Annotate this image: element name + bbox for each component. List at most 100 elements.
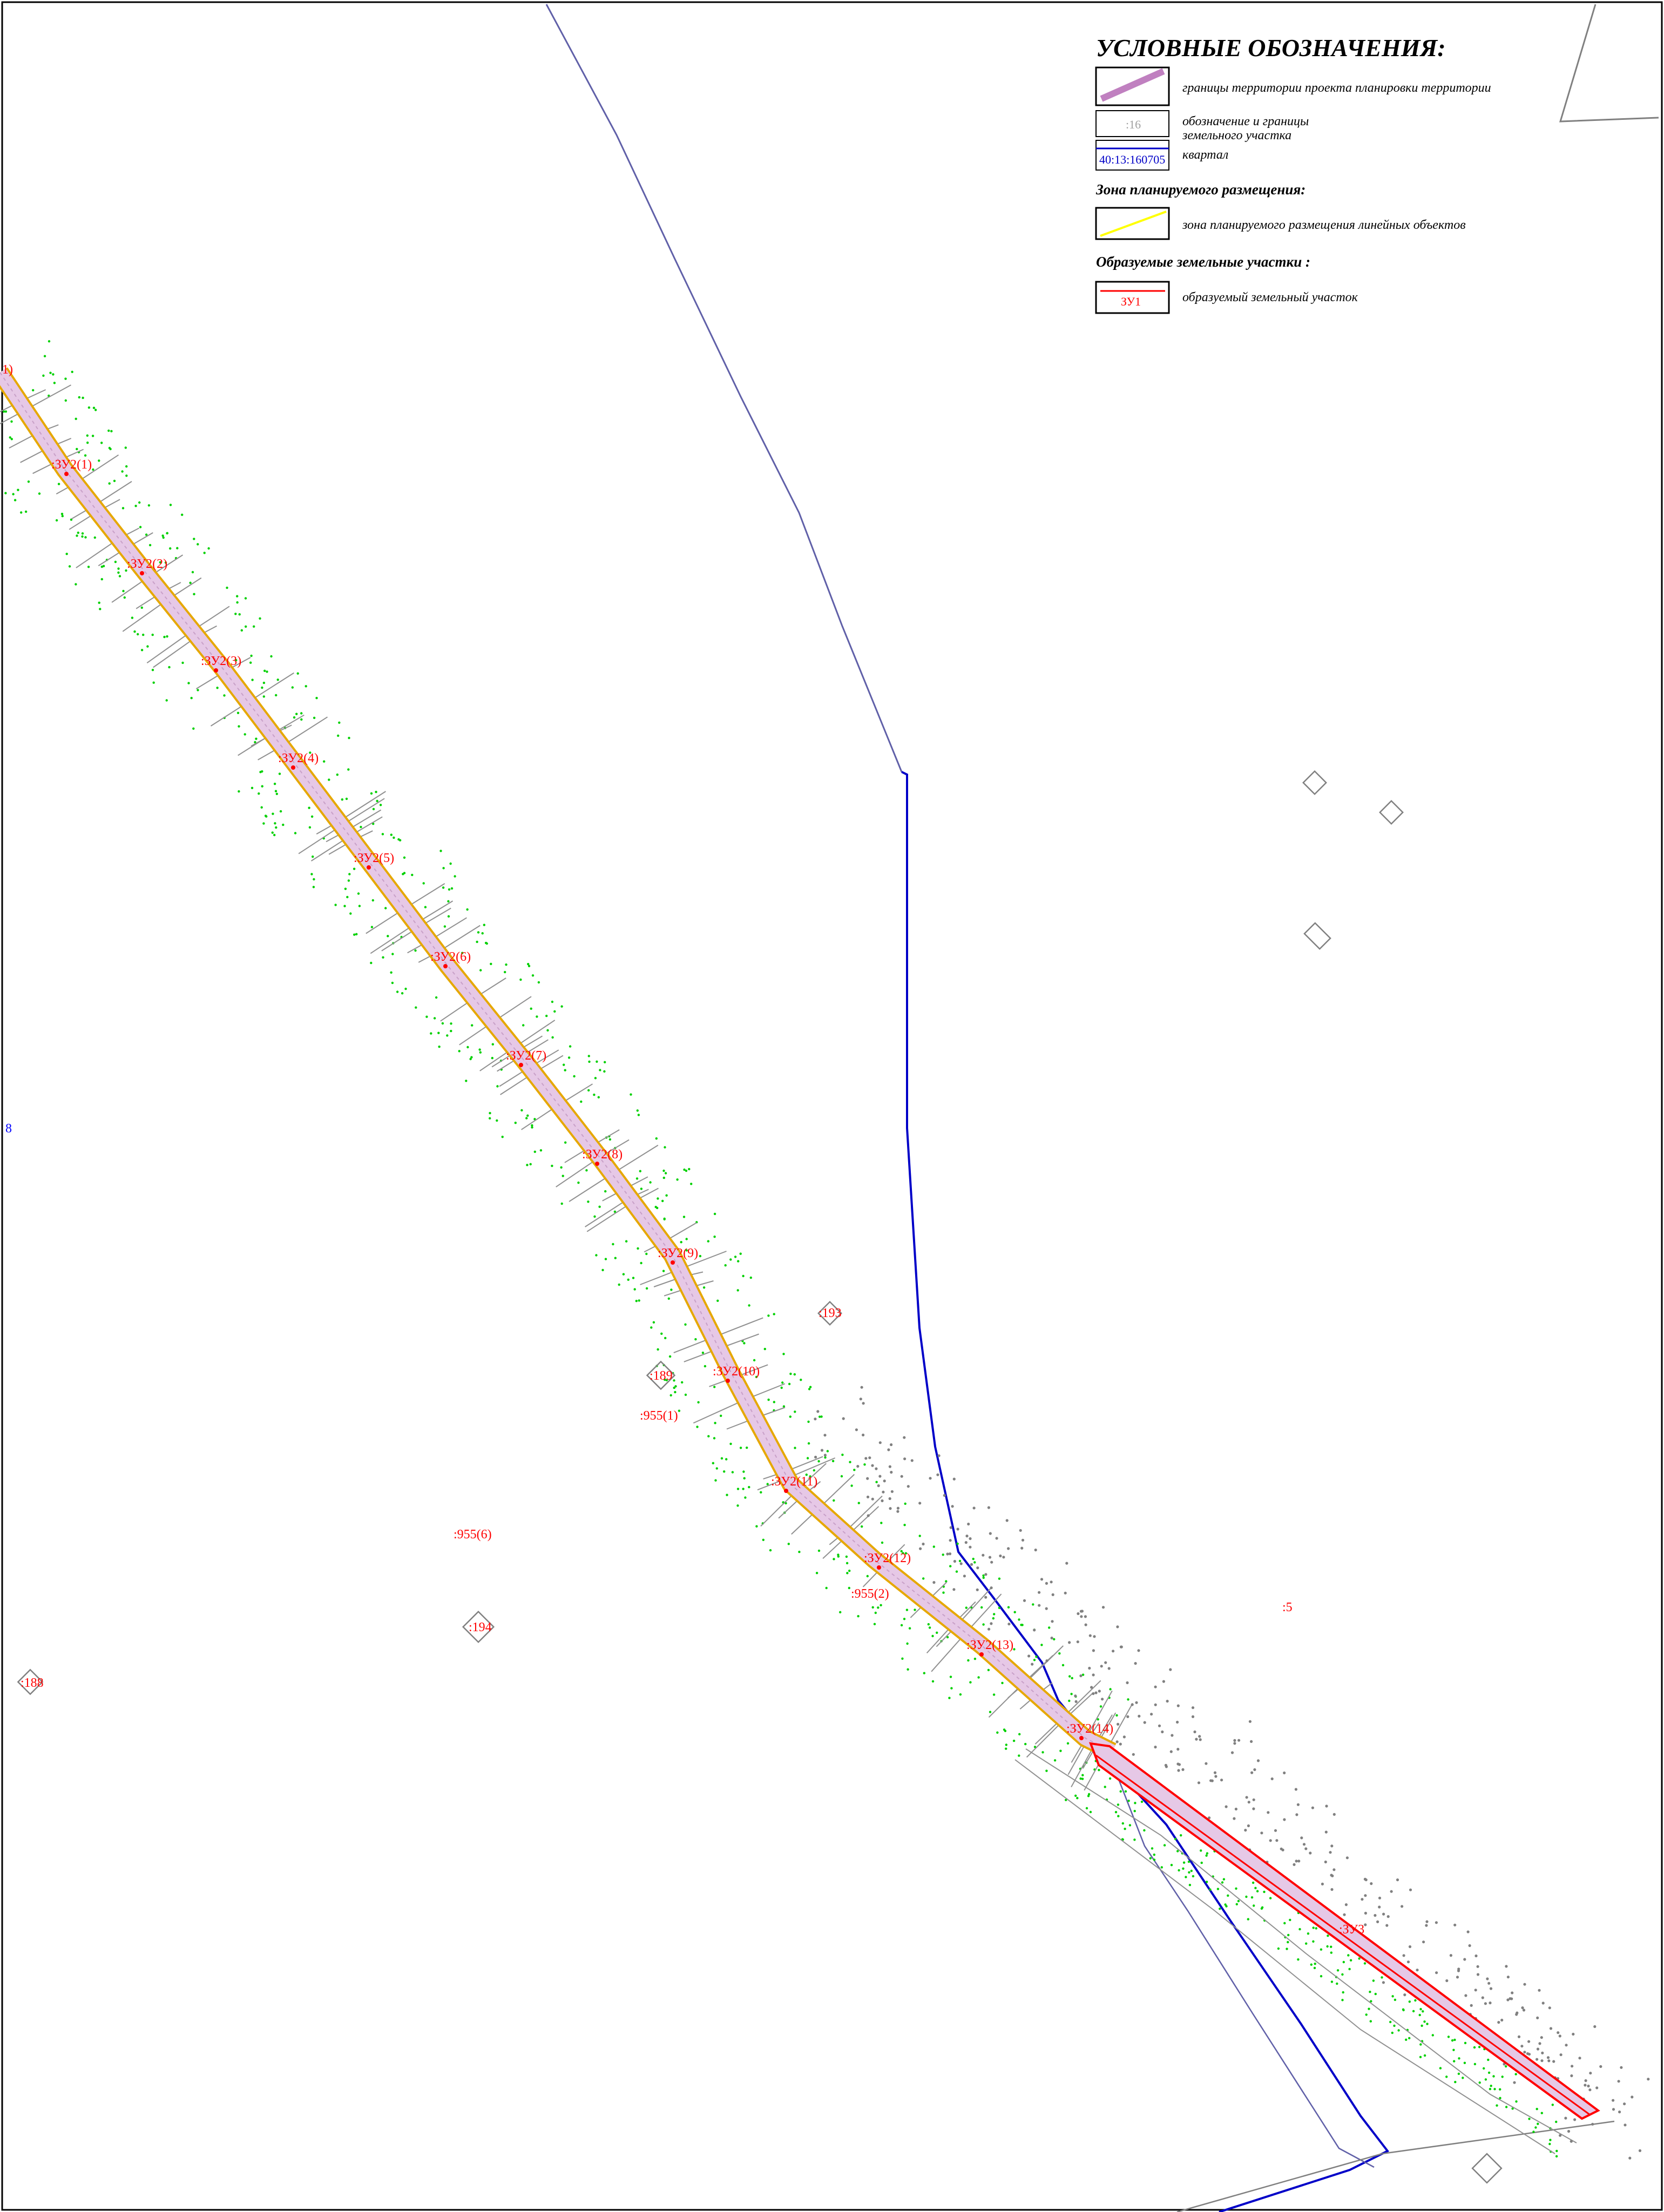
vegetation-dot xyxy=(147,504,151,507)
terrain-point xyxy=(929,1477,932,1480)
terrain-point xyxy=(1523,2051,1526,2054)
vegetation-dot xyxy=(1089,1810,1092,1814)
terrain-point xyxy=(1506,1998,1510,2001)
terrain-point xyxy=(1045,1659,1049,1663)
vegetation-dot xyxy=(20,511,23,514)
vegetation-dot xyxy=(266,670,268,673)
vegetation-dot xyxy=(1099,1705,1102,1708)
vegetation-dot xyxy=(545,1014,548,1017)
vegetation-dot xyxy=(355,933,358,935)
terrain-point xyxy=(1638,2149,1642,2152)
terrain-point xyxy=(1547,2059,1551,2062)
vegetation-dot xyxy=(946,1636,949,1639)
vegetation-dot xyxy=(817,1460,820,1463)
vegetation-dot xyxy=(505,963,508,966)
vegetation-dot xyxy=(450,1029,452,1033)
vegetation-dot xyxy=(1548,2142,1551,2146)
terrain-point xyxy=(866,1477,869,1480)
vegetation-dot xyxy=(163,635,166,639)
vegetation-dot xyxy=(273,833,276,837)
vegetation-dot xyxy=(441,1022,444,1025)
terrain-point xyxy=(1084,1623,1087,1626)
vegetation-dot xyxy=(414,949,417,952)
legend: УСЛОВНЫЕ ОБОЗНАЧЕНИЯ: границы территории… xyxy=(1095,34,1491,314)
vegetation-dot xyxy=(969,1681,972,1684)
terrain-point xyxy=(953,1559,956,1563)
vegetation-dot xyxy=(1370,2000,1372,2003)
vegetation-dot xyxy=(1532,2130,1535,2133)
route-label: :ЗУ2(14) xyxy=(1066,1722,1113,1736)
vegetation-dot xyxy=(973,1561,976,1564)
terrain-point xyxy=(1166,1700,1169,1703)
route-label: :ЗУ2(1) xyxy=(51,458,92,472)
vegetation-dot xyxy=(1478,2081,1481,2084)
vegetation-dot xyxy=(1192,1875,1195,1878)
parcel-label-955-6: :955(6) xyxy=(454,1528,492,1542)
vegetation-dot xyxy=(782,1405,786,1408)
terrain-point xyxy=(1302,1843,1306,1846)
legend-section2-item-text: зона планируемого размещения линейных об… xyxy=(1182,218,1466,232)
terrain-point xyxy=(956,1528,959,1531)
terrain-point xyxy=(1119,1742,1122,1746)
quarter-boundary-line-2 xyxy=(1106,1748,1375,2168)
vegetation-dot xyxy=(1013,1648,1016,1651)
vegetation-dot xyxy=(1320,1975,1323,1978)
vegetation-dot xyxy=(881,1541,884,1544)
vegetation-dot xyxy=(1174,1837,1177,1841)
route-label: :ЗУ2(6) xyxy=(430,950,471,964)
vegetation-dot xyxy=(662,1270,665,1272)
vegetation-dot xyxy=(977,1676,980,1679)
vegetation-dot xyxy=(845,1555,848,1558)
terrain-point xyxy=(1364,1923,1367,1926)
vegetation-dot xyxy=(942,1553,944,1556)
vegetation-dot xyxy=(305,685,307,688)
terrain-point xyxy=(1325,1804,1328,1808)
vegetation-dot xyxy=(1033,1659,1036,1661)
vegetation-dot xyxy=(681,1381,684,1384)
terrain-point xyxy=(1538,2042,1541,2045)
terrain-point xyxy=(1116,1625,1119,1629)
vegetation-dot xyxy=(255,737,258,740)
terrain-point xyxy=(984,1573,987,1576)
vegetation-dot xyxy=(614,1257,617,1259)
vegetation-dot xyxy=(850,1484,853,1487)
route-label: :ЗУ2(3) xyxy=(201,654,241,668)
terrain-point xyxy=(1618,2111,1621,2114)
vegetation-dot xyxy=(787,1543,790,1545)
vegetation-dot xyxy=(1209,1888,1212,1891)
vegetation-dot xyxy=(197,543,199,546)
vegetation-dot xyxy=(1018,1754,1020,1757)
vegetation-dot xyxy=(1419,2055,1422,2059)
vegetation-dot xyxy=(1369,2020,1372,2023)
vegetation-dot xyxy=(1297,1958,1300,1961)
vegetation-dot xyxy=(343,905,346,907)
vegetation-dot xyxy=(1170,1864,1173,1867)
terrain-point xyxy=(989,1532,992,1535)
vegetation-dot xyxy=(346,895,349,899)
vegetation-dot xyxy=(531,974,535,977)
vegetation-dot xyxy=(1478,2046,1481,2048)
vegetation-dot xyxy=(86,434,89,437)
vegetation-dot xyxy=(931,1634,934,1638)
vegetation-dot xyxy=(259,617,261,620)
terrain-point xyxy=(1126,1681,1129,1685)
terrain-point xyxy=(922,1542,925,1546)
vegetation-dot xyxy=(379,804,382,806)
vegetation-dot xyxy=(1068,1699,1071,1702)
building-square-3 xyxy=(1303,922,1331,950)
terrain-point xyxy=(867,1514,870,1517)
terrain-point xyxy=(999,1554,1002,1558)
vegetation-dot xyxy=(1555,2149,1558,2153)
route-corridor-fill xyxy=(0,368,1115,1758)
terrain-point xyxy=(1536,2047,1540,2051)
vegetation-dot xyxy=(391,953,394,955)
vegetation-dot xyxy=(667,1297,671,1300)
vegetation-dot xyxy=(853,1469,856,1471)
vegetation-dot xyxy=(98,459,100,462)
terrain-point xyxy=(1252,1807,1255,1810)
route-label-point xyxy=(595,1162,599,1166)
vegetation-dot xyxy=(955,1570,958,1573)
vegetation-dot xyxy=(447,900,450,903)
route-label: :ЗУ2(7) xyxy=(506,1049,546,1063)
vegetation-dot xyxy=(637,1114,640,1116)
